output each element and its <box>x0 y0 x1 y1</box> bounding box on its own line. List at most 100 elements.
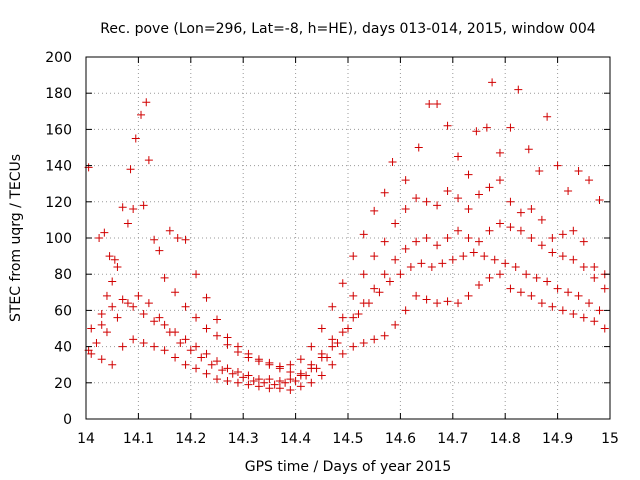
data-point <box>233 378 242 387</box>
data-point <box>522 270 531 279</box>
data-point <box>296 355 305 364</box>
x-tick-label: 14.7 <box>437 431 468 447</box>
data-point <box>443 234 452 242</box>
data-point <box>338 313 347 322</box>
data-point <box>370 284 379 293</box>
data-point <box>97 310 106 319</box>
data-point <box>192 270 201 279</box>
data-point <box>380 188 389 197</box>
y-tick-label: 20 <box>54 376 72 392</box>
data-point <box>495 176 504 185</box>
data-point <box>317 324 326 333</box>
data-point <box>176 338 185 347</box>
data-point <box>475 237 483 246</box>
data-point <box>254 355 263 364</box>
data-point <box>328 342 337 351</box>
data-point <box>265 384 274 393</box>
data-point <box>97 320 106 329</box>
y-tick-label: 160 <box>45 122 72 138</box>
data-point <box>113 313 122 322</box>
data-point <box>579 313 588 322</box>
data-point <box>265 375 274 384</box>
data-point <box>129 335 138 344</box>
data-point <box>537 215 546 224</box>
data-point <box>488 78 497 87</box>
data-point <box>380 270 389 279</box>
data-point <box>328 335 337 344</box>
data-point <box>171 353 180 362</box>
data-point <box>454 194 463 203</box>
data-point <box>506 223 515 232</box>
data-point <box>260 378 269 387</box>
data-point <box>553 284 562 293</box>
data-point <box>171 288 180 297</box>
data-point <box>401 176 410 185</box>
data-point <box>485 273 494 282</box>
data-point <box>569 226 578 235</box>
data-point <box>548 248 557 257</box>
x-tick-label: 14.4 <box>280 431 311 447</box>
data-point <box>218 366 227 375</box>
data-point <box>105 252 114 261</box>
data-point <box>123 219 132 228</box>
data-point <box>558 230 567 239</box>
data-point <box>338 349 347 358</box>
data-point <box>108 360 117 369</box>
data-point <box>265 358 274 367</box>
data-point <box>338 279 347 288</box>
data-point <box>433 241 442 250</box>
data-point <box>495 270 504 279</box>
data-point <box>364 299 373 308</box>
x-tick-label: 14.9 <box>542 431 573 447</box>
data-point <box>118 342 127 351</box>
data-point <box>595 195 604 204</box>
data-point <box>535 167 544 176</box>
data-point <box>244 371 253 380</box>
data-point <box>233 342 242 351</box>
data-point <box>181 302 190 311</box>
data-point <box>579 262 588 271</box>
y-tick-label: 180 <box>45 86 72 102</box>
data-point <box>553 161 562 170</box>
data-point <box>113 262 122 271</box>
data-point <box>412 237 421 246</box>
data-point <box>192 364 201 373</box>
data-point <box>454 152 463 161</box>
data-point <box>388 157 397 166</box>
data-point <box>155 313 164 322</box>
x-tick-label: 14.3 <box>228 431 259 447</box>
data-point <box>129 302 138 311</box>
data-point <box>100 228 109 237</box>
data-point <box>401 244 410 253</box>
data-point <box>233 367 242 376</box>
data-point <box>579 237 588 246</box>
data-point <box>495 148 504 157</box>
data-point <box>150 235 159 244</box>
data-point <box>558 306 567 315</box>
data-point <box>385 277 394 286</box>
data-point <box>527 291 536 300</box>
data-point <box>286 386 295 395</box>
data-point <box>422 295 431 304</box>
data-point <box>422 234 431 242</box>
data-point <box>307 342 316 351</box>
data-point <box>281 378 290 387</box>
data-point <box>480 252 489 261</box>
data-point <box>569 255 578 264</box>
data-point <box>192 342 201 351</box>
data-point <box>380 331 389 340</box>
data-point <box>275 364 284 373</box>
data-point <box>564 288 573 297</box>
y-tick-label: 120 <box>45 195 72 211</box>
data-point <box>160 346 169 355</box>
data-point <box>548 302 557 311</box>
data-point <box>349 252 358 261</box>
data-point <box>160 273 169 282</box>
data-point <box>495 219 504 228</box>
data-point <box>590 262 599 271</box>
data-point <box>585 176 594 185</box>
data-point <box>110 255 119 264</box>
data-point <box>354 310 363 319</box>
data-point <box>464 291 473 300</box>
data-point <box>569 310 578 319</box>
